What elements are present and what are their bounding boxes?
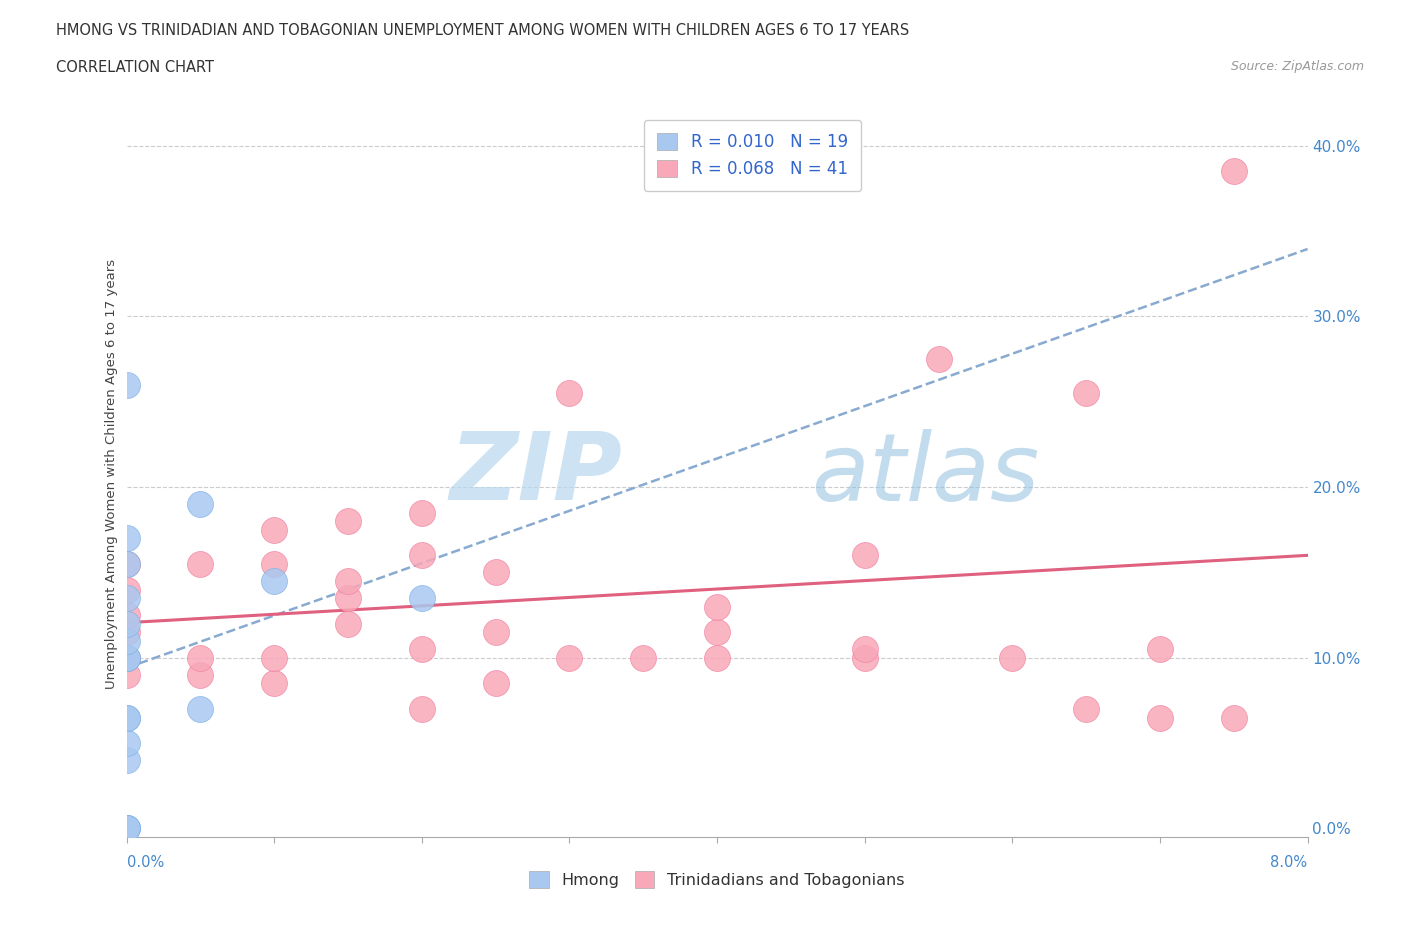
Point	[115, 736, 138, 751]
Point	[188, 668, 211, 683]
Point	[411, 505, 433, 520]
Point	[411, 642, 433, 657]
Y-axis label: Unemployment Among Women with Children Ages 6 to 17 years: Unemployment Among Women with Children A…	[105, 259, 118, 689]
Point	[706, 625, 728, 640]
Point	[188, 497, 211, 512]
Point	[115, 650, 138, 665]
Point	[115, 556, 138, 571]
Point	[337, 591, 360, 605]
Point	[411, 701, 433, 716]
Point	[263, 650, 285, 665]
Point	[411, 548, 433, 563]
Point	[706, 599, 728, 614]
Point	[1149, 642, 1171, 657]
Point	[1149, 711, 1171, 725]
Point	[484, 676, 508, 691]
Text: ZIP: ZIP	[450, 429, 623, 520]
Point	[115, 531, 138, 546]
Point	[115, 378, 138, 392]
Point	[115, 650, 138, 665]
Point	[115, 607, 138, 622]
Point	[115, 556, 138, 571]
Point	[853, 650, 876, 665]
Point	[188, 556, 211, 571]
Point	[706, 650, 728, 665]
Point	[115, 625, 138, 640]
Point	[115, 668, 138, 683]
Point	[484, 565, 508, 580]
Point	[188, 650, 211, 665]
Point	[263, 676, 285, 691]
Point	[1222, 164, 1246, 179]
Legend: Hmong, Trinidadians and Tobagonians: Hmong, Trinidadians and Tobagonians	[523, 865, 911, 895]
Point	[853, 642, 876, 657]
Text: 8.0%: 8.0%	[1271, 856, 1308, 870]
Point	[558, 386, 581, 401]
Point	[263, 523, 285, 538]
Point	[558, 650, 581, 665]
Point	[1076, 386, 1098, 401]
Point	[115, 821, 138, 836]
Point	[115, 711, 138, 725]
Text: 0.0%: 0.0%	[127, 856, 163, 870]
Point	[115, 591, 138, 605]
Point	[115, 821, 138, 836]
Text: HMONG VS TRINIDADIAN AND TOBAGONIAN UNEMPLOYMENT AMONG WOMEN WITH CHILDREN AGES : HMONG VS TRINIDADIAN AND TOBAGONIAN UNEM…	[56, 23, 910, 38]
Point	[115, 650, 138, 665]
Point	[263, 556, 285, 571]
Point	[337, 513, 360, 528]
Point	[1001, 650, 1024, 665]
Point	[1222, 711, 1246, 725]
Point	[115, 617, 138, 631]
Point	[928, 352, 950, 366]
Point	[633, 650, 655, 665]
Point	[115, 752, 138, 767]
Point	[484, 625, 508, 640]
Point	[263, 574, 285, 589]
Point	[411, 591, 433, 605]
Point	[115, 821, 138, 836]
Point	[115, 582, 138, 597]
Text: Source: ZipAtlas.com: Source: ZipAtlas.com	[1230, 60, 1364, 73]
Point	[115, 711, 138, 725]
Point	[115, 633, 138, 648]
Point	[337, 617, 360, 631]
Point	[188, 701, 211, 716]
Point	[337, 574, 360, 589]
Point	[1076, 701, 1098, 716]
Text: CORRELATION CHART: CORRELATION CHART	[56, 60, 214, 75]
Point	[853, 548, 876, 563]
Text: atlas: atlas	[811, 429, 1040, 520]
